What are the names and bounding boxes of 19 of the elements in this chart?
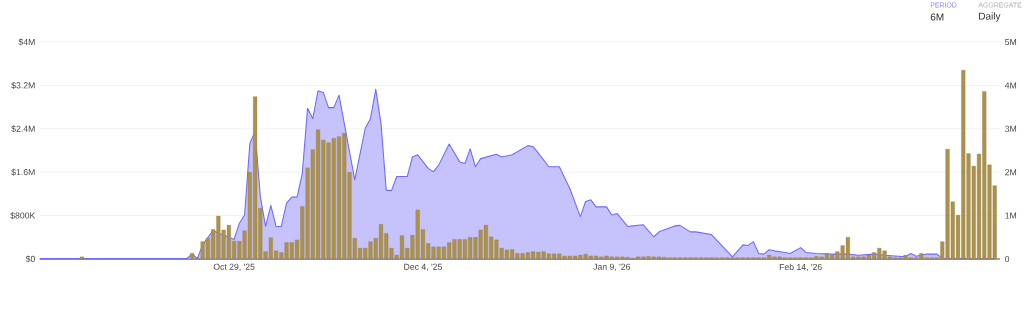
- bar: [79, 256, 85, 260]
- y2-tick-label: 2M: [1005, 169, 1017, 176]
- y-tick-label: $4M: [18, 38, 35, 46]
- y2-tick-label: 1M: [1005, 212, 1017, 219]
- text: 6M: [930, 13, 944, 21]
- text: Daily: [979, 12, 1001, 22]
- y2-tick-label: 3M: [1005, 125, 1017, 132]
- y2-tick-label: 0: [1005, 255, 1010, 263]
- y-tick-label: $0: [25, 255, 35, 263]
- y-tick-label: $3.2M: [11, 81, 35, 89]
- y2-tick-label: 4M: [1004, 82, 1017, 89]
- x-tick-label: Oct 29, '25: [213, 263, 255, 271]
- y-tick-label: $1.6M: [11, 168, 35, 176]
- x-tick-label: Feb 14, '26: [779, 263, 822, 272]
- x-tick-label: Dec 4, '25: [404, 263, 442, 271]
- y-tick-label: $2.4M: [11, 125, 35, 133]
- x-tick-label: Jan 9, '26: [593, 263, 631, 271]
- y2-tick-label: 5M: [1005, 38, 1017, 46]
- y-tick-label: $800K: [10, 212, 36, 220]
